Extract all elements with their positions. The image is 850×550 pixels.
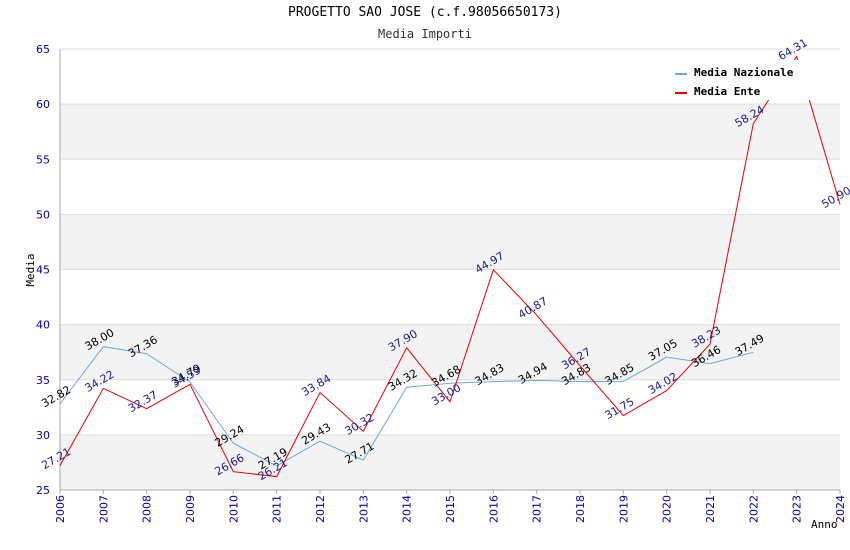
x-tick-label: 2008 [141, 495, 154, 523]
y-tick-label: 60 [36, 98, 50, 111]
x-tick-label: 2012 [314, 495, 327, 523]
series-line-media-nazionale [59, 346, 754, 467]
chart-title: PROGETTO SAO JOSE (c.f.98056650173) [288, 5, 562, 20]
y-tick-label: 35 [36, 374, 50, 387]
x-tick-label: 2023 [791, 495, 804, 523]
x-tick-label: 2010 [227, 495, 240, 523]
grid-band [60, 104, 840, 160]
x-tick-label: 2011 [271, 495, 284, 523]
x-tick-label: 2007 [97, 495, 110, 523]
x-tick-label: 2017 [531, 495, 544, 523]
legend-label-ente: Media Ente [694, 85, 761, 98]
y-axis-label: Media [24, 253, 37, 286]
x-tick-label: 2019 [617, 495, 630, 523]
legend-label-nazionale: Media Nazionale [694, 66, 794, 79]
x-tick-label: 2014 [401, 495, 414, 523]
x-tick-label: 2015 [444, 495, 457, 523]
x-tick-label: 2013 [357, 495, 370, 523]
grid-band [60, 214, 840, 270]
legend: Media Nazionale Media Ente [668, 60, 810, 100]
series-line-media-ente [59, 55, 841, 478]
grid-band [60, 159, 840, 215]
y-tick-label: 45 [36, 264, 50, 277]
x-tick-label: 2020 [661, 495, 674, 523]
y-tick-label: 55 [36, 153, 50, 166]
x-tick-label: 2021 [704, 495, 717, 523]
x-tick-label: 2016 [487, 495, 500, 523]
y-tick-label: 30 [36, 429, 50, 442]
x-tick-label: 2022 [747, 495, 760, 523]
x-tick-label: 2009 [184, 495, 197, 523]
legend-box [668, 60, 810, 100]
y-tick-label: 50 [36, 208, 50, 221]
y-tick-label: 25 [36, 484, 50, 497]
x-tick-label: 2018 [574, 495, 587, 523]
x-axis-label: Anno [811, 518, 838, 531]
grid-band [60, 434, 840, 490]
y-tick-label: 40 [36, 319, 50, 332]
grid-band [60, 379, 840, 435]
grid-band [60, 324, 840, 380]
chart-subtitle: Media Importi [378, 27, 472, 41]
grid-band [60, 269, 840, 325]
x-tick-label: 2006 [54, 495, 67, 523]
y-tick-label: 65 [36, 43, 50, 56]
x-tick-label: 2024 [834, 495, 847, 523]
